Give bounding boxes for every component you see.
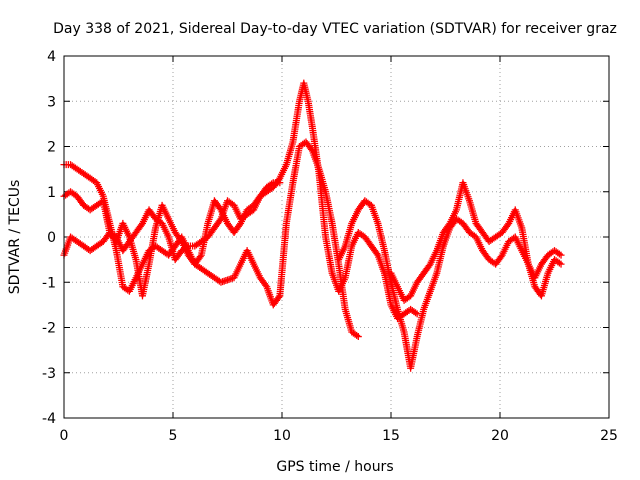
x-tick-label: 20	[491, 428, 509, 444]
data-markers	[60, 79, 565, 372]
y-tick-label: -1	[42, 275, 56, 291]
data-point	[555, 250, 563, 258]
y-tick-label: 4	[47, 49, 56, 65]
data-point	[555, 259, 563, 267]
data-point	[354, 333, 362, 341]
data-point	[557, 260, 565, 268]
series-arc-5	[387, 179, 565, 304]
data-point	[353, 331, 361, 339]
chart-title: Day 338 of 2021, Sidereal Day-to-day VTE…	[53, 21, 617, 37]
y-tick-label: 0	[47, 230, 56, 246]
y-tick-label: -3	[42, 366, 56, 382]
plot-frame	[63, 55, 610, 419]
y-axis-label: SDTVAR / TECUs	[7, 180, 23, 295]
data-point	[262, 281, 270, 289]
y-tick-labels: -4 -3 -2 -1 0 1 2 3 4	[42, 49, 56, 427]
data-point	[557, 251, 565, 259]
x-axis-label: GPS time / hours	[276, 459, 393, 475]
x-tick-label: 10	[273, 428, 291, 444]
x-tick-label: 0	[60, 428, 69, 444]
y-tick-label: -2	[42, 321, 56, 337]
y-tick-label: -4	[42, 411, 56, 427]
x-tick-label: 15	[382, 428, 400, 444]
data-point	[373, 250, 381, 258]
data-point	[183, 243, 191, 251]
x-tick-labels: 0 5 10 15 20 25	[60, 428, 618, 444]
data-point	[412, 309, 420, 317]
series-arc-3	[60, 179, 284, 264]
data-point	[275, 293, 283, 301]
x-tick-label: 5	[169, 428, 178, 444]
x-tick-label: 25	[600, 428, 618, 444]
data-point	[276, 179, 284, 187]
y-tick-label: 3	[47, 94, 56, 110]
y-tick-label: 2	[47, 140, 56, 156]
data-point	[216, 216, 224, 224]
data-point	[196, 253, 204, 261]
y-tick-label: 1	[47, 185, 56, 201]
data-point	[268, 180, 276, 188]
